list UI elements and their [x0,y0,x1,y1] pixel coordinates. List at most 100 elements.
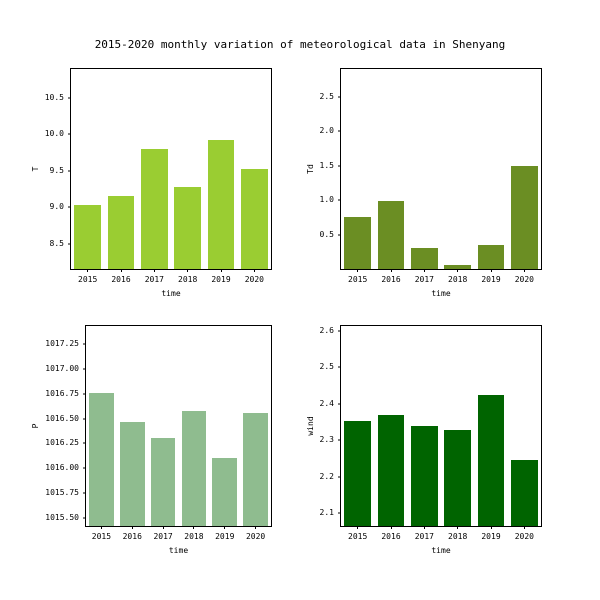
y-tick-mark [338,199,341,201]
bar [511,165,538,269]
y-tick-label: 2.3 [319,435,334,445]
x-tick-mark [100,526,102,529]
y-tick-label: 8.5 [49,238,64,248]
x-tick-mark [423,269,425,272]
x-axis-label: time [161,289,181,298]
bar [74,205,101,269]
y-tick-mark [68,243,71,245]
x-tick-mark [457,269,459,272]
x-tick-label: 2016 [111,275,131,284]
y-tick-label: 2.5 [319,362,334,372]
y-tick-label: 1016.75 [45,388,79,398]
y-tick-mark [338,330,341,332]
y-tick-mark [68,97,71,99]
y-tick-label: 2.4 [319,398,334,408]
bar [107,196,135,269]
y-tick-mark [338,165,341,167]
y-tick-label: 10.0 [44,129,64,139]
y-tick-mark [338,130,341,132]
y-tick-label: 2.1 [319,507,334,517]
x-tick-mark [131,526,133,529]
bar [444,430,471,526]
y-tick-label: 1.0 [319,195,334,205]
bar [411,248,438,269]
x-tick-mark [423,526,425,529]
y-tick-label: 1016.50 [45,413,79,423]
x-tick-mark [253,269,255,272]
x-tick-label: 2019 [211,275,231,284]
y-tick-label: 2.5 [319,91,334,101]
x-tick-label: 2015 [91,532,112,541]
x-tick-mark [120,269,122,272]
bar [89,392,114,526]
y-axis-label: wind [306,416,315,436]
bar [344,421,371,526]
y-tick-mark [68,133,71,135]
x-tick-label: 2015 [348,275,368,284]
x-tick-mark [187,269,189,272]
bar [141,149,168,269]
x-tick-mark [224,526,226,529]
bar [150,438,176,526]
figure-title: 2015-2020 monthly variation of meteorolo… [94,38,506,51]
y-tick-label: 1016.25 [45,438,79,448]
x-tick-label: 2017 [153,532,173,541]
bar [377,414,405,526]
y-tick-label: 9.5 [49,165,64,175]
x-tick-label: 2015 [78,275,98,284]
x-tick-label: 2019 [481,275,501,284]
y-tick-mark [338,403,341,405]
y-tick-mark [338,476,341,478]
bar [119,421,145,526]
bar [174,186,201,269]
y-tick-mark [83,368,86,370]
y-tick-mark [83,517,86,519]
y-tick-label: 10.5 [44,93,64,103]
x-tick-mark [357,526,359,529]
x-tick-mark [490,269,492,272]
chart-dewpoint: 0.5 1.0 1.5 2.0 2.5 2015 2016 2017 2018 2019 2020 T… [306,68,542,298]
y-tick-mark [338,96,341,98]
bar [212,458,238,526]
y-tick-mark [338,234,341,236]
x-tick-label: 2020 [244,275,264,284]
x-tick-mark [390,526,392,529]
y-tick-label: 2.6 [319,326,334,336]
x-tick-label: 2016 [122,532,142,541]
y-tick-mark [83,418,86,420]
bar [477,244,505,269]
y-tick-label: 1015.50 [45,513,79,523]
x-tick-label: 2018 [184,532,204,541]
x-tick-mark [220,269,222,272]
y-tick-label: 9.0 [49,202,64,212]
bar [243,412,268,526]
y-tick-mark [68,170,71,172]
chart-temperature: 8.5 9.0 9.5 10.0 10.5 2015 2016 2017 2018 2019 202… [31,68,272,298]
x-tick-mark [490,526,492,529]
x-tick-label: 2015 [348,532,368,541]
x-tick-mark [87,269,89,272]
x-axis-label: time [431,289,451,298]
x-tick-label: 2016 [381,275,401,284]
y-tick-mark [338,366,341,368]
y-tick-mark [68,206,71,208]
y-tick-mark [83,442,86,444]
bar [181,410,207,526]
y-axis-label: T [31,166,40,172]
x-tick-label: 2016 [381,532,401,541]
y-axis-label: Td [306,164,315,174]
y-tick-label: 2.0 [319,126,334,136]
y-tick-mark [83,393,86,395]
bar [444,264,471,269]
x-tick-label: 2020 [514,275,534,284]
x-tick-mark [523,269,525,272]
x-tick-mark [153,269,155,272]
bar [477,395,505,526]
y-tick-mark [83,492,86,494]
x-tick-label: 2017 [414,275,434,284]
x-tick-mark [390,269,392,272]
y-axis-label: P [31,423,40,429]
x-tick-label: 2017 [414,532,434,541]
y-tick-label: 1017.00 [45,363,79,373]
